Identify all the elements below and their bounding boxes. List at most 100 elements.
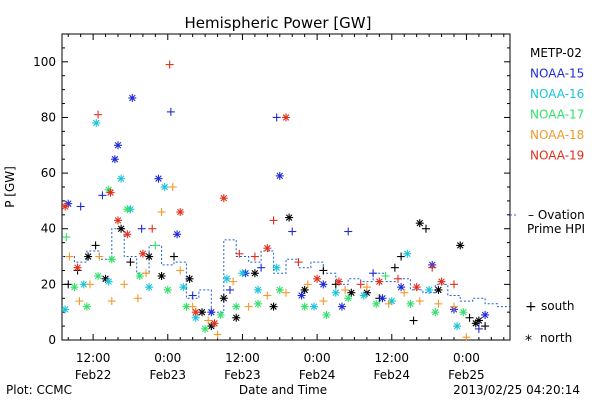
- x-axis-label: Date and Time: [239, 383, 327, 397]
- north-point: [114, 141, 122, 150]
- south-point: [94, 110, 103, 119]
- north-point: [154, 174, 163, 183]
- south-point: [142, 269, 150, 278]
- north-point: [207, 308, 216, 317]
- south-point: [282, 288, 290, 297]
- x-tick-date: Feb22: [75, 368, 112, 382]
- north-point: [210, 319, 219, 328]
- north-point: [163, 285, 172, 294]
- north-point: [106, 188, 115, 197]
- data-points: [61, 60, 490, 342]
- south-point: [462, 333, 471, 342]
- legend-entry: NOAA-17: [530, 108, 584, 122]
- north-point: [459, 308, 468, 317]
- north-point: [453, 322, 462, 331]
- x-tick-date: Feb23: [150, 368, 187, 382]
- north-point: [275, 285, 284, 294]
- legend-entry: NOAA-16: [530, 87, 584, 101]
- north-point: [79, 280, 88, 289]
- north-point: [160, 183, 169, 191]
- plot-credit: Plot: CCMC: [6, 383, 72, 397]
- north-point: [222, 274, 231, 283]
- south-point: [250, 252, 259, 261]
- north-point: [232, 302, 241, 311]
- north-point: [481, 310, 490, 319]
- south-point: [319, 266, 328, 275]
- north-point: [322, 310, 331, 319]
- south-point: [397, 252, 406, 261]
- south-point: [263, 291, 272, 300]
- north-point: [70, 283, 79, 292]
- south-point: [288, 227, 297, 236]
- north-point: [310, 302, 318, 311]
- south-point: [170, 252, 178, 261]
- north-point: [437, 277, 446, 286]
- south-point: [137, 224, 146, 233]
- south-point: [362, 283, 371, 292]
- north-point: [216, 310, 225, 319]
- south-point: [415, 297, 424, 306]
- ovation-line: [62, 228, 510, 313]
- x-tick-time: 12:00: [76, 351, 111, 365]
- north-point: [104, 277, 113, 286]
- south-point: [450, 280, 458, 289]
- north-point: [456, 241, 465, 250]
- south-point: [226, 285, 234, 294]
- north-point: [219, 294, 228, 303]
- legend-entry: NOAA-19: [530, 149, 584, 163]
- south-point: [384, 299, 393, 308]
- south-point: [341, 285, 350, 294]
- north-point: [145, 252, 154, 261]
- north-point: [61, 202, 70, 211]
- north-point: [297, 291, 306, 300]
- north-point: [117, 224, 126, 233]
- x-tick-time: 0:00: [304, 351, 331, 365]
- south-point: [235, 249, 244, 258]
- south-point: [474, 324, 483, 333]
- south-point: [95, 252, 104, 261]
- south-point: [148, 224, 157, 233]
- legend-entry: NOAA-18: [530, 128, 584, 142]
- south-point: [65, 252, 74, 261]
- south-point: [62, 233, 71, 242]
- x-tick-time: 12:00: [374, 351, 409, 365]
- north-point: [176, 208, 185, 217]
- north-point: [331, 288, 340, 297]
- north-point: [313, 274, 322, 283]
- chart-title: Hemispheric Power [GW]: [185, 14, 372, 32]
- south-point: [98, 191, 107, 200]
- south-point: [319, 297, 328, 306]
- ovation-label-line2: Prime HPI: [527, 222, 585, 236]
- symbol-south-label: south: [541, 299, 575, 313]
- north-point: [269, 302, 278, 311]
- legend-entry: NOAA-15: [530, 67, 584, 81]
- south-point: [356, 280, 365, 289]
- north-point: [117, 174, 126, 183]
- north-point: [84, 252, 93, 261]
- north-point: [191, 308, 200, 317]
- south-point: [213, 330, 222, 339]
- south-point: [151, 241, 160, 250]
- x-tick-date: Feb24: [374, 368, 411, 382]
- south-point: [157, 208, 166, 217]
- north-point: [179, 283, 188, 292]
- north-point: [397, 283, 406, 292]
- south-point: [75, 297, 84, 306]
- north-point: [219, 194, 228, 203]
- south-point: [204, 316, 213, 325]
- y-tick-label: 60: [41, 166, 56, 180]
- north-point: [238, 269, 247, 278]
- south-point: [422, 224, 430, 233]
- y-tick-label: 80: [41, 110, 56, 124]
- y-tick-label: 40: [41, 222, 56, 236]
- south-point: [188, 302, 197, 311]
- north-point: [406, 299, 415, 308]
- legend: METP-02 NOAA-15 NOAA-16 NOAA-17 NOAA-18 NOAA-…: [530, 46, 584, 163]
- y-tick-label: 0: [48, 333, 56, 347]
- north-point: [263, 244, 272, 253]
- north-point: [372, 299, 381, 308]
- north-point: [344, 294, 353, 303]
- north-point: [92, 119, 101, 128]
- symbol-south-glyph: +: [525, 299, 537, 315]
- north-point: [434, 285, 443, 294]
